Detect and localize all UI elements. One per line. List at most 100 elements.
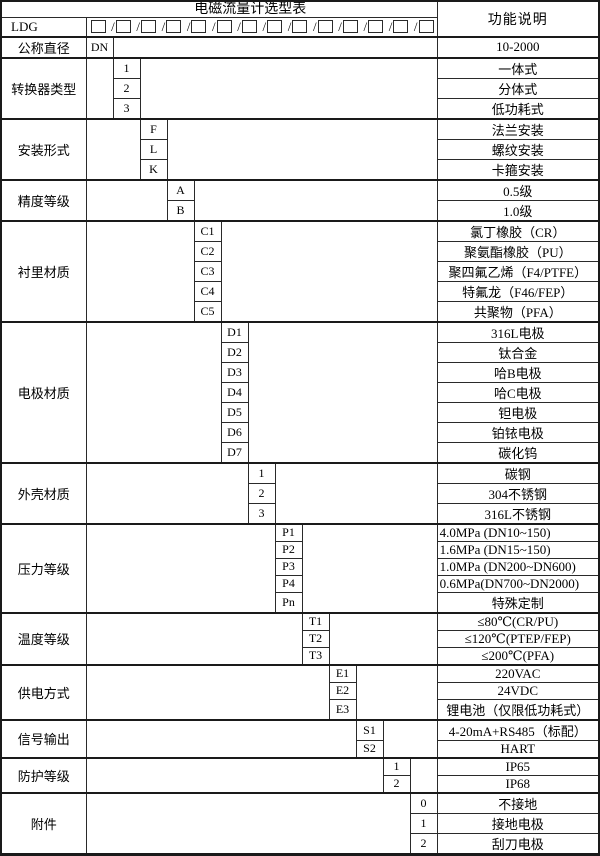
table-row: C4 特氟龙（F46/FEP） (1, 280, 600, 302)
table-row: 信号输出 S1 4-20mA+RS485（标配） (0, 718, 600, 758)
blank-cell (247, 320, 438, 463)
blank-cell (85, 611, 303, 665)
code-cell: P2 (274, 540, 303, 559)
code-slot: / (111, 20, 131, 34)
table-row: T3 ≤200℃(PFA) (1, 646, 600, 665)
desc-cell: 4-20mA+RS485（标配） (436, 718, 600, 741)
code-slot: / (237, 20, 257, 34)
desc-cell: 不接地 (436, 791, 600, 814)
code-cell: D6 (220, 421, 249, 443)
code-cell: C3 (193, 260, 222, 282)
code-cell: E1 (328, 663, 357, 683)
code-slot: / (363, 20, 384, 34)
table-row: E3 锂电池（仅限低功耗式） (1, 698, 600, 720)
table-row: 电极材质 D1 316L电极 (0, 320, 600, 463)
code-cell: S1 (355, 718, 384, 741)
code-box-icon (216, 20, 232, 34)
desc-cell: 钽电极 (436, 401, 600, 423)
category-label: 电极材质 (0, 320, 87, 463)
code-cell: A (166, 178, 195, 201)
code-slot: / (162, 20, 182, 34)
code-cell: D2 (220, 341, 249, 363)
category-label: 压力等级 (0, 522, 87, 613)
code-cell: 0 (409, 791, 438, 814)
code-box-icon (368, 20, 384, 34)
category-label: 温度等级 (0, 611, 87, 665)
code-box-icon (393, 20, 409, 34)
code-cell: DN (85, 35, 114, 58)
blank-cell (85, 117, 141, 180)
blank-cell (85, 320, 222, 463)
code-box-icon (115, 20, 131, 34)
code-box-icon (140, 20, 156, 34)
desc-cell: 特氟龙（F46/FEP） (436, 280, 600, 302)
desc-cell: 聚氨酯橡胶（PU） (436, 240, 600, 262)
blank-cell (85, 219, 195, 322)
blank-cell (85, 756, 384, 793)
code-cell: D5 (220, 401, 249, 423)
table-row: 3 低功耗式 (1, 97, 600, 119)
table-row: E2 24VDC (1, 681, 600, 700)
table-row: P3 1.0MPa (DN200~DN600) (1, 557, 600, 576)
blank-cell (382, 718, 438, 758)
code-cell: 2 (382, 774, 411, 793)
category-label: 供电方式 (0, 663, 87, 720)
code-cell: 2 (409, 832, 438, 855)
code-cell: E2 (328, 681, 357, 700)
desc-cell: 220VAC (436, 663, 600, 683)
code-cell: B (166, 199, 195, 221)
code-slot: / (414, 20, 434, 34)
category-label: 转换器类型 (0, 56, 87, 119)
code-cell: K (139, 158, 168, 180)
desc-cell: 接地电极 (436, 812, 600, 834)
desc-cell: HART (436, 739, 600, 758)
blank-cell (328, 611, 438, 665)
code-box-icon (292, 20, 308, 34)
desc-cell: ≤80℃(CR/PU) (436, 611, 600, 631)
category-label: 安装形式 (0, 117, 87, 180)
blank-cell (220, 219, 438, 322)
desc-cell: 0.5级 (436, 178, 600, 201)
desc-cell: 1.0级 (436, 199, 600, 221)
table-row: 温度等级 T1 ≤80℃(CR/PU) (0, 611, 600, 665)
code-cell: T1 (301, 611, 330, 631)
code-cell: 1 (409, 812, 438, 834)
table-row: T2 ≤120℃(PTEP/FEP) (1, 629, 600, 648)
desc-cell: 卡箍安装 (436, 158, 600, 180)
code-cell: 1 (112, 56, 141, 79)
code-cell: T2 (301, 629, 330, 648)
table-row: P2 1.6MPa (DN15~150) (1, 540, 600, 559)
desc-cell: 氯丁橡胶（CR） (436, 219, 600, 242)
category-label: 信号输出 (0, 718, 87, 758)
code-cell: C5 (193, 300, 222, 322)
code-slot: / (389, 20, 409, 34)
table-row: 压力等级 P1 4.0MPa (DN10~150) (0, 522, 600, 613)
desc-cell: ≤120℃(PTEP/FEP) (436, 629, 600, 648)
code-box-icon (241, 20, 257, 34)
code-cell: D3 (220, 361, 249, 383)
table-row: P4 0.6MPa(DN700~DN2000) (1, 574, 600, 593)
desc-cell: 316L电极 (436, 320, 600, 343)
code-cell: T3 (301, 646, 330, 665)
table-row: C5 共聚物（PFA） (1, 300, 600, 322)
table-row: 衬里材质 C1 氯丁橡胶（CR） (0, 219, 600, 322)
blank-cell (274, 461, 438, 524)
code-slot: / (288, 20, 308, 34)
desc-cell: 钛合金 (436, 341, 600, 363)
blank-cell (301, 522, 438, 613)
desc-cell: 共聚物（PFA） (436, 300, 600, 322)
code-cell: 3 (247, 502, 276, 524)
code-box-icon (166, 20, 182, 34)
code-cell: P3 (274, 557, 303, 576)
table-row: Pn 特殊定制 (1, 591, 600, 613)
desc-cell: 1.6MPa (DN15~150) (436, 540, 600, 559)
code-box-icon (191, 20, 207, 34)
category-label: 精度等级 (0, 178, 87, 221)
code-slot-boxes: / / / / / / / / / / / / / (87, 19, 436, 36)
blank-cell (85, 178, 168, 221)
blank-cell (355, 663, 438, 720)
desc-cell: 刮刀电极 (436, 832, 600, 855)
table-row: 安装形式 F 法兰安装 (0, 117, 600, 180)
code-cell: D7 (220, 441, 249, 463)
code-cell: Pn (274, 591, 303, 613)
